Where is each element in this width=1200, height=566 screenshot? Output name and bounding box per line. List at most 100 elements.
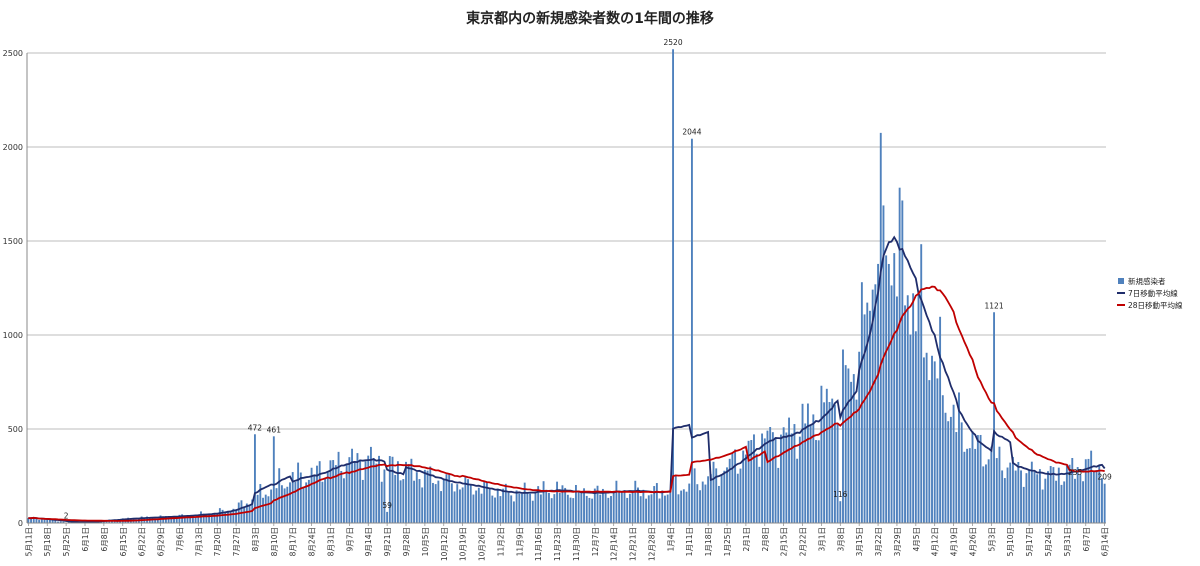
- bar: [542, 481, 545, 523]
- bar: [1049, 466, 1052, 523]
- bar: [30, 518, 32, 523]
- bar: [593, 488, 596, 523]
- bar: [690, 138, 693, 523]
- bar: [941, 395, 944, 523]
- bar: [1098, 465, 1101, 523]
- bar: [647, 495, 650, 523]
- x-tick-label: 6月8日: [100, 527, 109, 552]
- bar: [1022, 486, 1025, 523]
- bar: [577, 490, 580, 523]
- bar: [566, 494, 569, 523]
- bar: [952, 404, 955, 523]
- bar: [771, 432, 774, 523]
- data-label: 59: [382, 501, 392, 510]
- bar: [407, 463, 410, 523]
- bar: [1087, 458, 1090, 523]
- bar: [717, 485, 720, 523]
- x-tick-label: 3月15日: [855, 527, 864, 556]
- bar: [472, 494, 475, 523]
- bar: [313, 474, 316, 523]
- x-tick-label: 2月22日: [799, 527, 808, 556]
- bar: [183, 515, 186, 523]
- bar: [796, 458, 799, 523]
- bar: [780, 434, 782, 523]
- legend-swatch: [1118, 278, 1124, 284]
- x-tick-label: 12月7日: [591, 527, 600, 556]
- bar: [925, 352, 928, 523]
- bar: [361, 479, 364, 523]
- x-tick-label: 9月28日: [402, 527, 411, 556]
- bar: [399, 480, 402, 523]
- x-tick-label: 2月1日: [742, 527, 751, 552]
- x-tick-label: 5月24日: [1044, 527, 1053, 556]
- bar: [766, 430, 769, 523]
- bar: [521, 493, 523, 523]
- bar: [240, 500, 243, 523]
- bar: [701, 481, 704, 523]
- bar: [828, 402, 831, 523]
- bar: [987, 459, 990, 523]
- data-label: 2: [64, 512, 69, 521]
- x-tick-label: 12月28日: [647, 527, 656, 561]
- bar: [426, 470, 429, 523]
- bar: [1047, 471, 1049, 523]
- bar: [585, 495, 588, 523]
- bar: [801, 403, 804, 523]
- bar: [653, 486, 656, 523]
- bar: [693, 468, 696, 523]
- bar: [210, 514, 213, 523]
- bar: [723, 470, 726, 523]
- bar: [955, 432, 958, 523]
- bar: [283, 488, 286, 523]
- bar: [572, 498, 575, 523]
- x-tick-label: 9月14日: [364, 527, 373, 556]
- bar: [917, 293, 920, 523]
- bar: [415, 472, 418, 523]
- bar: [194, 516, 197, 523]
- bar: [359, 459, 362, 523]
- x-tick-label: 5月18日: [43, 527, 52, 556]
- bar: [628, 493, 631, 523]
- x-tick-label: 3月22日: [874, 527, 883, 556]
- bar: [804, 423, 807, 523]
- bar: [979, 434, 982, 523]
- bar: [1003, 478, 1006, 523]
- bar: [990, 446, 993, 523]
- bar: [1033, 471, 1036, 523]
- bar: [483, 481, 486, 523]
- bar: [909, 334, 912, 523]
- bar: [248, 505, 251, 523]
- bar: [806, 403, 809, 523]
- bar: [998, 446, 1001, 523]
- bar: [685, 491, 688, 523]
- bar: [855, 399, 858, 523]
- bar: [502, 488, 505, 523]
- bar: [316, 465, 318, 523]
- bar: [1036, 474, 1039, 523]
- bar: [650, 494, 653, 523]
- x-tick-label: 7月6日: [175, 527, 184, 552]
- bar: [432, 482, 434, 523]
- bar: [289, 482, 291, 523]
- bar: [785, 432, 788, 523]
- bar: [369, 446, 372, 523]
- bar: [836, 424, 839, 523]
- bar: [655, 483, 658, 523]
- x-tick-label: 7月13日: [194, 527, 203, 556]
- bar: [731, 453, 734, 523]
- bar: [833, 404, 836, 523]
- grid-layer: [27, 52, 1106, 524]
- bar: [677, 494, 680, 523]
- bar: [1068, 464, 1071, 523]
- bar: [782, 427, 785, 523]
- bar: [167, 516, 170, 523]
- bar: [256, 494, 259, 523]
- data-label: 235: [1068, 468, 1083, 477]
- bar: [1065, 465, 1068, 523]
- x-tick-label: 11月2日: [496, 527, 505, 556]
- bar: [599, 494, 602, 523]
- bar: [726, 467, 728, 523]
- bar: [391, 456, 394, 523]
- bar: [410, 458, 413, 523]
- bar: [895, 296, 898, 523]
